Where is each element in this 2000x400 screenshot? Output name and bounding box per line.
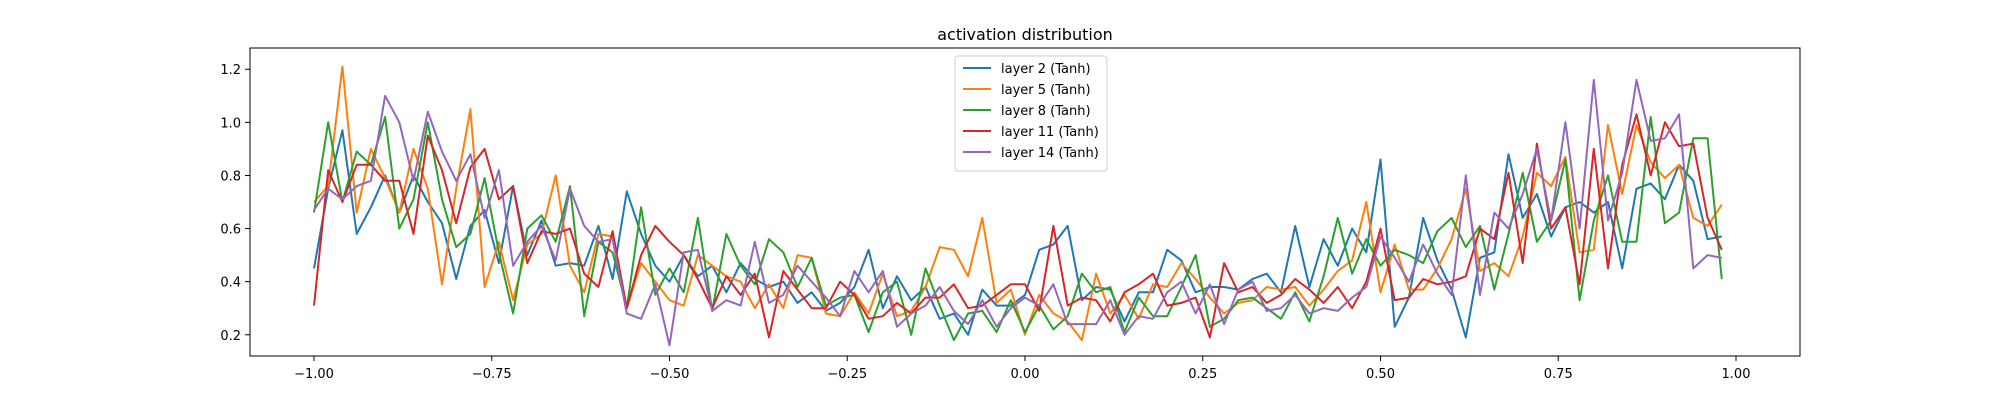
series-line-5 — [313, 78, 1722, 347]
x-tick-label: 1.00 — [1722, 367, 1751, 382]
legend-label-2: layer 5 (Tanh) — [1001, 83, 1091, 98]
x-tick-label: −1.00 — [294, 367, 334, 382]
series-line-4 — [313, 113, 1723, 339]
y-tick-label: 0.2 — [220, 329, 241, 344]
legend: layer 2 (Tanh) layer 5 (Tanh) layer 8 (Tan… — [954, 55, 1108, 172]
axes-layer: −1.00 −0.75 −0.50 −0.25 0.00 0.25 0.50 0.75 1.00… — [220, 47, 1801, 382]
x-tick-label: −0.50 — [650, 367, 690, 382]
legend-label-3: layer 8 (Tanh) — [1001, 104, 1091, 119]
legend-label-1: layer 2 (Tanh) — [1001, 62, 1091, 77]
x-tick-label: −0.75 — [472, 367, 512, 382]
x-tick-label: 0.75 — [1544, 367, 1573, 382]
y-tick-label: 1.0 — [220, 116, 241, 131]
legend-box — [954, 55, 1108, 172]
x-tick-label: 0.00 — [1011, 367, 1040, 382]
series-line-2 — [313, 65, 1723, 342]
x-tick-label: −0.25 — [827, 367, 867, 382]
x-tick-label: 0.50 — [1366, 367, 1395, 382]
y-tick-label: 0.8 — [220, 169, 241, 184]
y-tick-label: 0.6 — [220, 223, 241, 238]
legend-label-5: layer 14 (Tanh) — [1001, 146, 1099, 161]
y-tick-label: 0.4 — [220, 276, 241, 291]
x-tick-label: 0.25 — [1188, 367, 1217, 382]
chart-title: activation distribution — [937, 25, 1113, 44]
series-layer — [313, 65, 1723, 347]
y-tick-label: 1.2 — [220, 63, 241, 78]
legend-label-4: layer 11 (Tanh) — [1001, 125, 1099, 140]
